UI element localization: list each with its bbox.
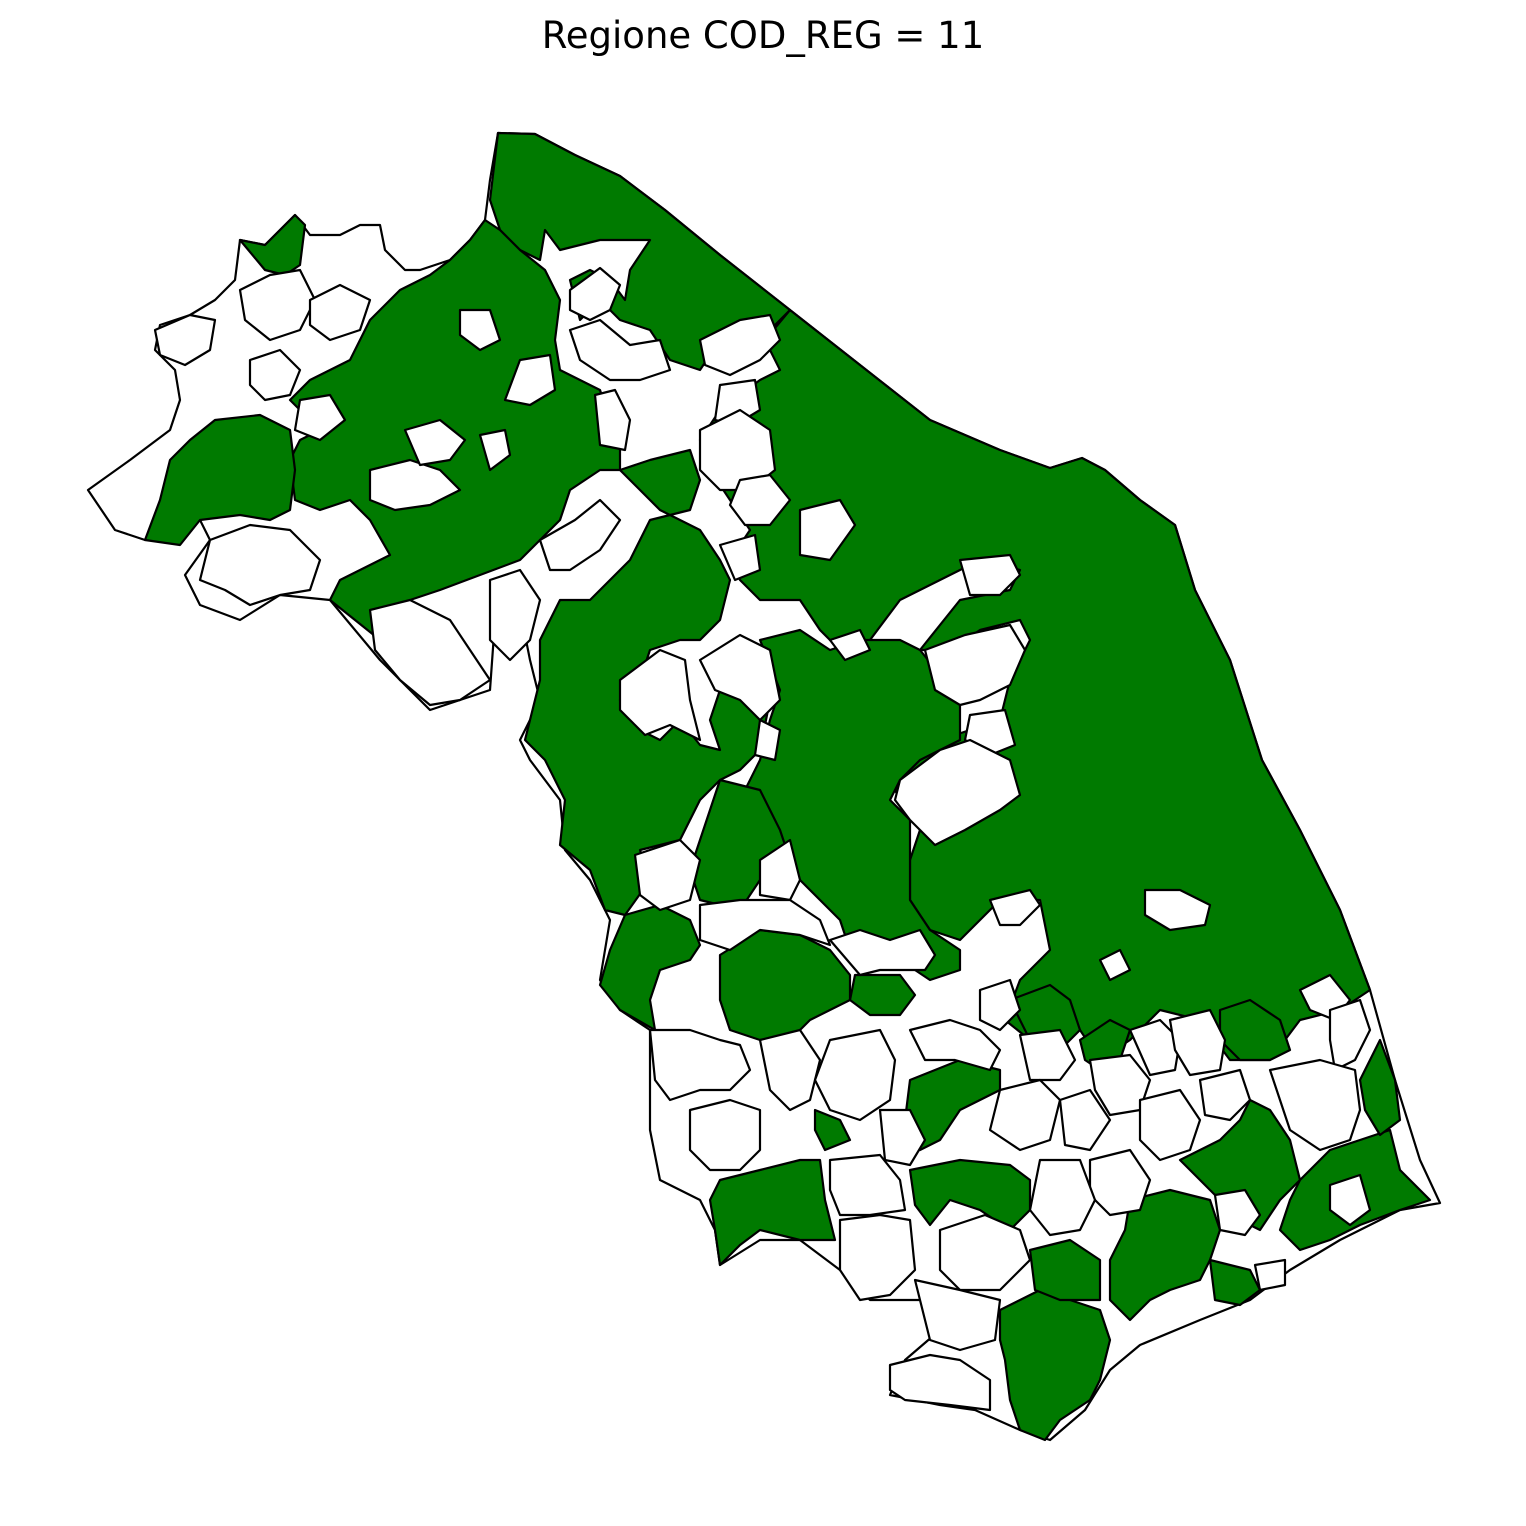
highlighted-municipality — [698, 308, 1372, 1062]
highlighted-municipality — [1108, 1188, 1222, 1322]
other-municipality — [758, 838, 802, 902]
highlighted-municipality — [488, 131, 792, 372]
other-municipality — [633, 838, 702, 912]
other-municipality — [838, 1213, 917, 1302]
other-municipality — [1143, 888, 1212, 932]
other-municipality — [828, 1153, 907, 1217]
other-municipality — [698, 313, 782, 377]
other-municipality — [728, 473, 792, 527]
other-municipality — [478, 428, 512, 472]
other-municipality — [503, 353, 557, 407]
other-municipality — [798, 498, 857, 562]
other-municipality — [458, 308, 502, 352]
other-municipality — [488, 568, 542, 662]
highlighted-municipality — [1208, 1258, 1262, 1307]
other-municipality — [403, 418, 467, 467]
other-municipality — [988, 1078, 1062, 1152]
highlighted-municipality — [143, 413, 297, 547]
highlighted-municipality — [598, 903, 702, 1032]
other-municipality — [718, 533, 762, 582]
other-municipality — [1138, 1088, 1202, 1162]
other-municipality — [878, 1108, 927, 1167]
other-municipality — [753, 718, 782, 762]
other-municipality — [238, 268, 317, 342]
other-municipality — [688, 1098, 762, 1172]
other-municipality — [978, 978, 1022, 1032]
other-municipality — [758, 1028, 822, 1112]
other-municipality — [893, 738, 1022, 847]
other-municipality — [293, 393, 347, 442]
other-municipality — [938, 1213, 1032, 1292]
other-municipality — [1328, 1173, 1372, 1227]
other-municipality — [308, 283, 372, 342]
other-municipality — [538, 498, 622, 572]
other-municipality — [828, 928, 937, 977]
other-municipality — [1328, 998, 1372, 1072]
highlighted-municipality — [708, 1158, 837, 1267]
highlighted-municipality — [998, 1288, 1112, 1442]
other-municipality — [923, 623, 1027, 707]
other-municipality — [988, 888, 1042, 927]
map-title: Regione COD_REG = 11 — [541, 14, 985, 57]
other-municipality — [913, 1278, 1002, 1352]
other-municipality — [593, 388, 632, 452]
other-municipality — [1058, 1088, 1112, 1152]
other-municipality — [888, 1353, 992, 1412]
other-municipality — [618, 648, 702, 742]
other-municipality — [368, 598, 492, 707]
other-municipality — [1028, 1158, 1097, 1237]
other-municipality — [368, 458, 462, 512]
other-municipality — [648, 1028, 752, 1102]
other-municipality — [198, 523, 322, 607]
other-municipality — [828, 628, 872, 662]
other-municipality — [1098, 948, 1132, 982]
other-municipality — [568, 266, 622, 322]
other-municipality — [248, 348, 302, 402]
highlighted-municipality — [848, 973, 917, 1017]
other-municipality — [1268, 1058, 1362, 1152]
other-municipality — [1198, 1068, 1252, 1122]
other-municipality — [568, 318, 672, 382]
other-municipality — [698, 898, 832, 952]
highlighted-municipality — [813, 1108, 852, 1152]
other-municipality — [908, 1018, 1002, 1072]
other-municipality — [1253, 1258, 1287, 1292]
other-municipality — [1018, 1028, 1077, 1082]
highlighted-municipality — [1028, 1238, 1102, 1302]
other-municipality — [1213, 1188, 1262, 1237]
other-municipality — [698, 633, 782, 722]
other-municipality — [813, 1028, 897, 1122]
other-municipality — [153, 313, 217, 367]
other-municipality — [958, 553, 1022, 597]
highlighted-municipality — [238, 213, 307, 277]
other-municipality — [1168, 1008, 1227, 1077]
highlighted-municipality — [1358, 1038, 1402, 1137]
